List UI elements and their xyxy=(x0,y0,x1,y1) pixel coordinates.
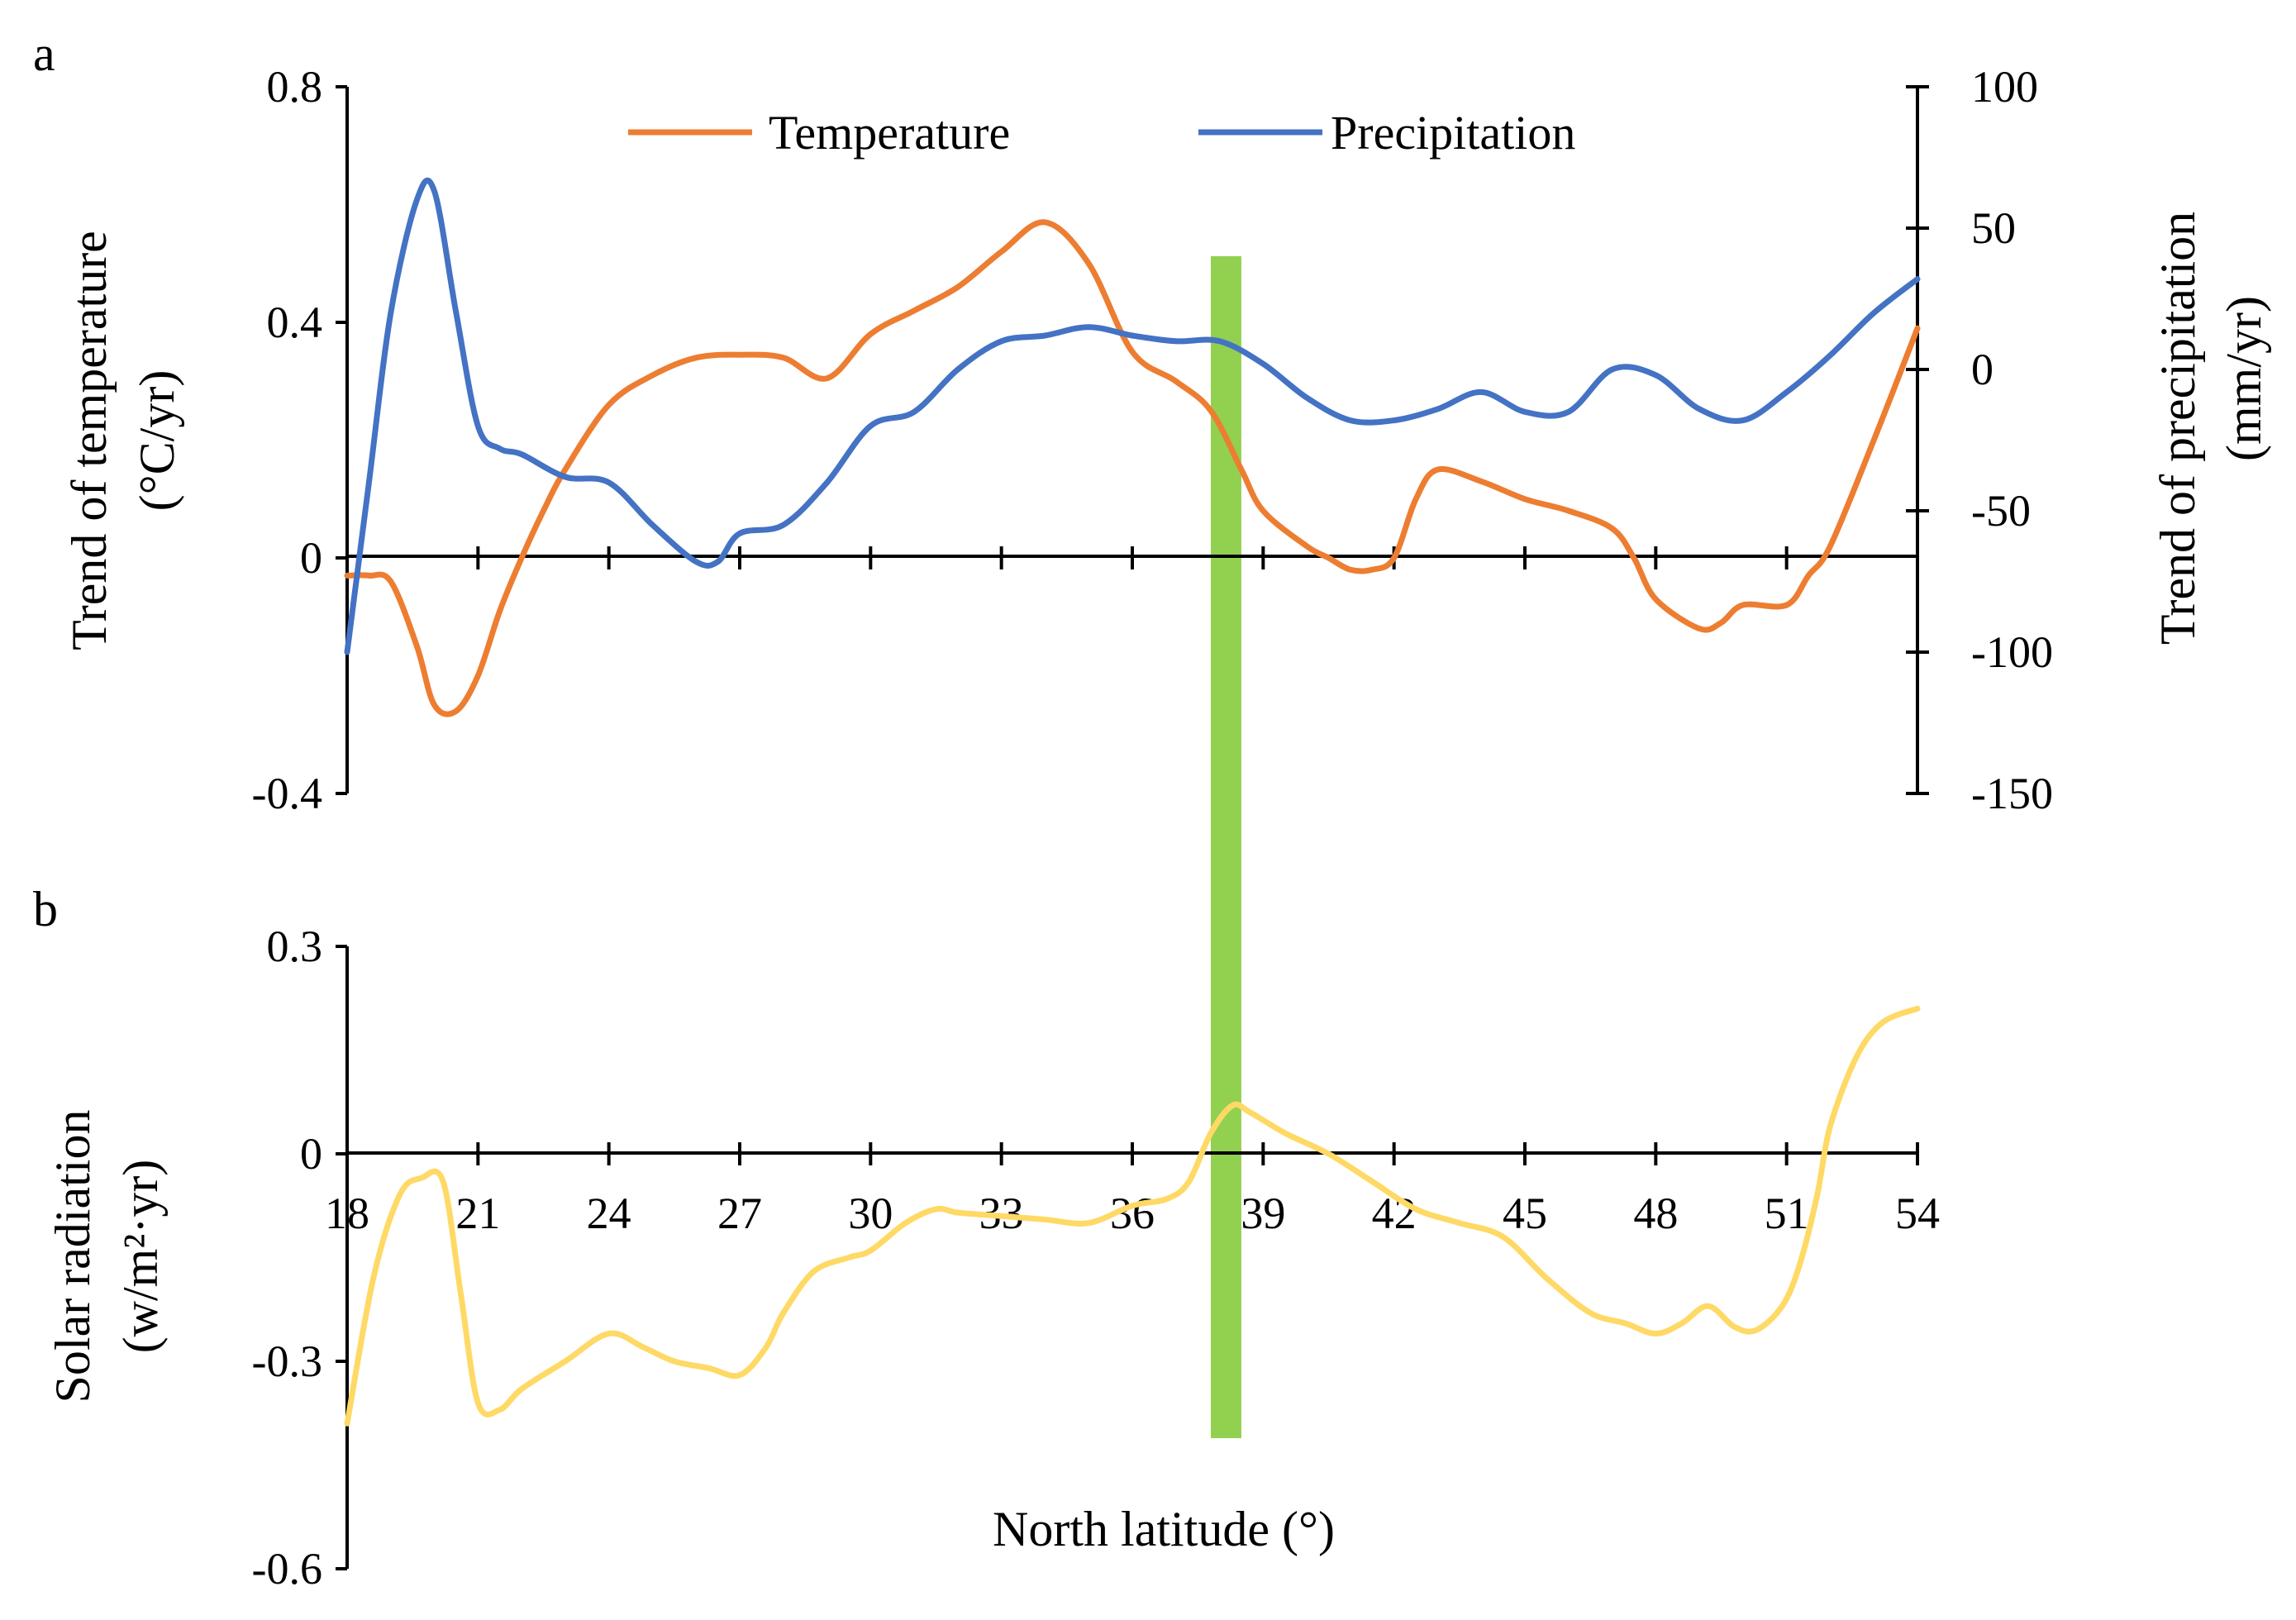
panel-b-left-tick-label: 0 xyxy=(300,1129,322,1179)
panel-b-x-ticks: 18 21 24 27 30 33 36 39 42 45 48 51 54 xyxy=(325,1142,1940,1238)
panel-b-x-tick-label: 21 xyxy=(455,1189,500,1238)
panel-letter-a: a xyxy=(33,26,55,81)
panel-a-right-axis-unit: (mm/yr) xyxy=(2217,296,2271,461)
panel-b-x-tick-label: 27 xyxy=(717,1189,762,1238)
legend: Temperature Precipitation xyxy=(628,106,1575,160)
solar-radiation-line xyxy=(344,1005,1921,1427)
panel-b-x-tick-label: 51 xyxy=(1765,1189,1809,1238)
panel-a-left-tick-label: 0.4 xyxy=(267,298,323,347)
precipitation-line xyxy=(344,177,1921,655)
panel-b-left-ticks: 0.3 0 -0.3 -0.6 xyxy=(252,922,347,1594)
panel-b-x-tick-label: 18 xyxy=(325,1189,369,1238)
panel-a-right-tick-label: -50 xyxy=(1971,486,2031,536)
panel-a: 0.8 0.4 0 -0.4 100 50 0 -50 -100 -150 Temperatur… xyxy=(62,62,2271,818)
panel-b-left-axis-title: Solar radiation xyxy=(45,1110,100,1403)
panel-b: 0.30-0.3-0.6 18 21 24 27 30 33 36 39 42 45 48 51 54 … xyxy=(45,922,1940,1594)
panel-b-left-tick-label: 0.3 xyxy=(267,922,323,971)
panel-a-right-tick-label: -100 xyxy=(1971,627,2053,677)
panel-a-right-ticks: 100 50 0 -50 -100 -150 xyxy=(1906,62,2053,818)
panel-a-right-tick-label: 100 xyxy=(1971,62,2038,112)
x-axis-title: North latitude (°) xyxy=(993,1502,1335,1556)
panel-letter-b: b xyxy=(33,882,58,936)
panel-a-left-tick-label: 0.8 xyxy=(267,62,323,112)
panel-b-x-tick-label: 24 xyxy=(587,1189,631,1238)
panel-b-x-tick-label: 30 xyxy=(848,1189,893,1238)
panel-a-left-axis-title: Trend of temperature xyxy=(62,231,117,650)
panel-b-x-tick-label: 45 xyxy=(1503,1189,1547,1238)
panel-b-x-tick-label: 39 xyxy=(1241,1189,1285,1238)
panel-a-right-tick-label: -150 xyxy=(1971,769,2053,818)
legend-label-temperature: Temperature xyxy=(769,106,1010,160)
panel-a-left-ticks: 0.8 0.4 0 -0.4 xyxy=(252,62,347,818)
panel-b-x-tick-label: 54 xyxy=(1895,1189,1940,1238)
panel-a-left-axis-unit: (°C/yr) xyxy=(130,370,184,512)
panel-a-right-tick-label: 50 xyxy=(1971,203,2016,253)
panel-b-left-tick-label: -0.6 xyxy=(252,1544,322,1594)
panel-a-right-axis-title: Trend of precipitation xyxy=(2151,212,2205,645)
panel-b-left-axis-unit: (w/m²·yr) xyxy=(113,1160,168,1354)
panel-b-left-tick-label: -0.3 xyxy=(252,1336,322,1386)
panel-a-left-tick-label: 0 xyxy=(300,533,322,583)
temperature-line xyxy=(344,219,1921,717)
panel-b-x-tick-label: 48 xyxy=(1633,1189,1678,1238)
panel-a-left-tick-label: -0.4 xyxy=(252,769,322,818)
panel-a-right-tick-label: 0 xyxy=(1971,345,1994,394)
legend-label-precipitation: Precipitation xyxy=(1331,106,1575,160)
